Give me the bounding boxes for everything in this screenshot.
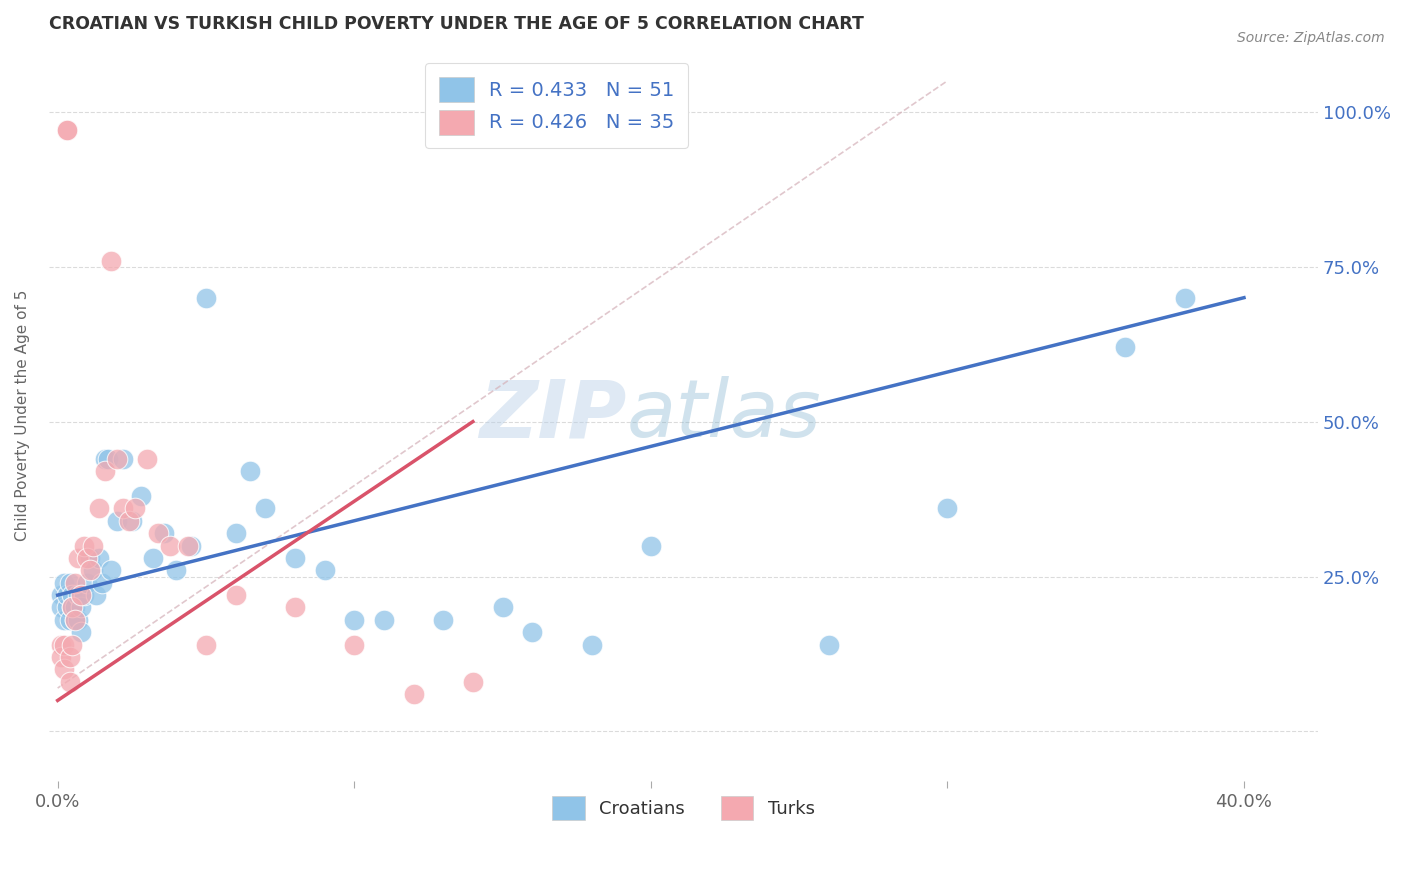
Point [817,638,839,652]
Point [55,588,77,602]
Point [180,539,202,553]
Point [55,123,77,137]
Point [49,588,72,602]
Point [58,575,80,590]
Point [105,451,128,466]
Point [89,550,111,565]
Point [65,613,87,627]
Text: ZIP: ZIP [479,376,626,454]
Point [373,613,395,627]
Point [70,600,93,615]
Point [58,613,80,627]
Point [73,588,96,602]
Point [1114,340,1136,354]
Point [65,613,87,627]
Point [135,451,157,466]
Point [177,539,200,553]
Point [97,451,120,466]
Point [461,674,484,689]
Point [62,600,84,615]
Point [118,514,141,528]
Point [62,638,84,652]
Point [148,526,170,541]
Point [82,563,104,577]
Point [79,563,101,577]
Legend: Croatians, Turks: Croatians, Turks [546,789,823,827]
Point [62,600,84,615]
Text: Source: ZipAtlas.com: Source: ZipAtlas.com [1237,31,1385,45]
Point [254,501,277,516]
Point [62,588,84,602]
Point [343,638,366,652]
Point [491,600,513,615]
Point [82,539,104,553]
Point [343,613,366,627]
Point [165,563,187,577]
Point [314,563,336,577]
Point [52,663,75,677]
Point [239,464,262,478]
Point [225,588,247,602]
Point [284,600,307,615]
Point [153,526,176,541]
Point [194,638,217,652]
Point [49,638,72,652]
Point [936,501,959,516]
Text: CROATIAN VS TURKISH CHILD POVERTY UNDER THE AGE OF 5 CORRELATION CHART: CROATIAN VS TURKISH CHILD POVERTY UNDER … [49,15,863,33]
Point [70,588,93,602]
Point [94,464,117,478]
Point [67,588,90,602]
Point [124,501,146,516]
Point [159,539,181,553]
Point [52,638,75,652]
Point [100,253,122,268]
Point [105,514,128,528]
Point [84,588,107,602]
Point [111,451,134,466]
Point [100,563,122,577]
Point [402,687,425,701]
Point [65,575,87,590]
Point [129,489,152,503]
Point [76,550,98,565]
Point [65,600,87,615]
Point [49,600,72,615]
Point [91,575,114,590]
Y-axis label: Child Poverty Under the Age of 5: Child Poverty Under the Age of 5 [15,290,30,541]
Point [67,613,90,627]
Point [89,501,111,516]
Point [142,550,165,565]
Point [640,539,662,553]
Point [67,550,90,565]
Point [49,650,72,665]
Point [58,650,80,665]
Point [194,291,217,305]
Point [94,451,117,466]
Point [581,638,603,652]
Point [58,674,80,689]
Point [55,123,77,137]
Point [111,501,134,516]
Point [52,575,75,590]
Point [73,539,96,553]
Text: atlas: atlas [626,376,821,454]
Point [52,613,75,627]
Point [432,613,454,627]
Point [284,550,307,565]
Point [79,550,101,565]
Point [121,514,143,528]
Point [70,625,93,640]
Point [76,575,98,590]
Point [1174,291,1197,305]
Point [55,600,77,615]
Point [225,526,247,541]
Point [522,625,544,640]
